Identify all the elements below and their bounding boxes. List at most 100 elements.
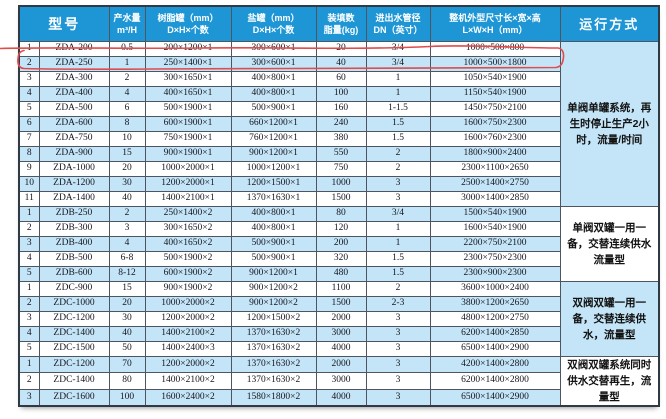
cell-salt-tank: 400×800×1 [230,220,317,237]
cell-model: ZDC-1500 [38,340,110,357]
cell-resin-fill: 3000 [315,372,367,390]
cell-row-number: 2 [18,55,40,72]
header-model-label: 型号 [48,15,81,32]
cell-model: ZDC-1400 [38,372,110,390]
cell-resin-tank: 250×1400×2 [144,205,232,222]
cell-resin-fill: 3000 [315,325,367,342]
cell-capacity: 8 [108,115,146,132]
cell-dimensions: 6200×1400×2800 [429,372,561,390]
table-row: 4 ZDA-400 4 400×1650×1 400×800×1 100 1 1150×540… [18,85,659,102]
cell-resin-fill: 1500 [315,190,367,207]
cell-row-number: 3 [18,70,40,87]
cell-salt-tank: 1370×1630×2 [230,355,317,373]
cell-resin-tank: 500×1900×2 [144,250,232,267]
cell-row-number: 6 [18,115,40,132]
cell-resin-fill: 80 [315,205,367,222]
cell-pipe-dn: 2 [365,145,431,162]
cell-resin-fill: 4000 [315,340,367,357]
cell-resin-tank: 1600×2400×2 [144,388,232,406]
cell-model: ZDA-250 [38,55,110,72]
table-row: 1 ZDC-900 15 900×1900×2 900×1200×2 1100 2 3600×… [18,280,660,357]
cell-row-number: 11 [18,190,40,207]
cell-pipe-dn: 3 [365,372,431,390]
cell-model: ZDA-1000 [38,160,110,177]
cell-model: ZDA-1200 [38,175,110,192]
table-header: 型号 产水量 m³/H 树脂罐（mm） D×H×个数 盐罐（mm） D×H×个数… [18,5,660,42]
cell-pipe-dn: 3 [365,325,431,342]
cell-dimensions: 1600×540×1900 [429,220,561,237]
cell-resin-fill: 1100 [315,280,367,297]
header-run-mode-label: 运行方式 [579,16,640,32]
table-row: 1 ZDA-200 0.5 200×1200×1 300×600×1 20 3/4 1000×… [18,40,660,207]
cell-capacity: 6-8 [108,250,146,267]
cell-capacity: 30 [108,175,146,192]
header-model: 型号 [18,5,110,42]
cell-row-number: 3 [18,310,40,327]
cell-pipe-dn: 3 [365,175,431,192]
table-row: 4 ZDB-500 6-8 500×1900×2 500×900×1 320 1.5 2300… [18,250,659,267]
cell-row-number: 3 [18,388,40,406]
cell-salt-tank: 400×800×1 [230,205,317,222]
cell-resin-fill: 750 [315,160,367,177]
cell-resin-fill: 60 [315,70,367,87]
cell-pipe-dn: 3/4 [365,40,431,57]
cell-pipe-dn: 1.5 [365,250,431,267]
cell-run-mode: 双阀双罐系统同时供水交替再生，流量型 [559,355,660,406]
cell-resin-fill: 380 [315,130,367,147]
cell-dimensions: 2300×1100×2650 [429,160,561,177]
cell-model: ZDA-1400 [38,190,110,207]
cell-resin-fill: 120 [315,220,367,237]
cell-model: ZDB-250 [38,205,110,222]
cell-dimensions: 4800×1200×2750 [429,310,561,327]
cell-pipe-dn: 1 [365,85,431,102]
cell-resin-tank: 1200×2000×2 [144,310,232,327]
cell-dimensions: 1000×500×800 [429,40,561,57]
cell-salt-tank: 300×600×1 [230,40,317,57]
cell-resin-fill: 2000 [315,355,367,373]
cell-salt-tank: 900×1200×2 [230,295,317,312]
cell-salt-tank: 500×900×1 [230,250,317,267]
cell-resin-tank: 1400×2100×2 [144,325,232,342]
cell-salt-tank: 500×900×1 [230,100,317,117]
cell-salt-tank: 1200×1500×2 [230,310,317,327]
cell-salt-tank: 1370×1630×2 [230,340,317,357]
cell-pipe-dn: 1.5 [365,115,431,132]
cell-model: ZDB-300 [38,220,110,237]
cell-salt-tank: 900×1200×1 [230,145,317,162]
cell-resin-tank: 300×1650×2 [144,220,232,237]
cell-capacity: 15 [108,280,146,297]
cell-capacity: 4 [108,85,146,102]
table-row: 5 ZDC-1500 50 1400×2400×3 1370×1630×2 4000 3 65… [18,340,659,357]
cell-row-number: 5 [18,340,40,357]
cell-salt-tank: 900×1200×2 [230,280,317,297]
cell-resin-tank: 900×1900×2 [144,280,232,297]
cell-pipe-dn: 3/4 [365,55,431,72]
cell-row-number: 4 [18,325,40,342]
cell-resin-tank: 1400×2400×3 [144,340,232,357]
cell-salt-tank: 400×800×1 [230,70,317,87]
cell-salt-tank: 1370×1630×2 [230,372,317,390]
cell-salt-tank: 1370×1630×1 [230,190,317,207]
cell-row-number: 7 [18,130,40,147]
cell-resin-tank: 1000×2000×2 [144,295,232,312]
softener-spec-table: 型号 产水量 m³/H 树脂罐（mm） D×H×个数 盐罐（mm） D×H×个数… [18,5,660,407]
cell-resin-tank: 750×1900×1 [144,130,232,147]
table-row: 3 ZDC-1600 100 1600×2400×2 1580×1800×2 4000 3 6… [18,388,659,406]
cell-capacity: 40 [108,190,146,207]
cell-dimensions: 1150×540×1900 [429,85,561,102]
cell-capacity: 6 [108,100,146,117]
cell-dimensions: 1600×750×2300 [429,115,561,132]
table-row: 5 ZDA-500 6 500×1900×1 500×900×1 160 1-1.5 1450… [18,100,659,117]
header-capacity: 产水量 m³/H [108,5,146,42]
cell-resin-fill: 320 [315,250,367,267]
cell-dimensions: 6200×1400×2850 [429,325,561,342]
cell-row-number: 1 [18,205,40,222]
cell-resin-fill: 160 [315,100,367,117]
cell-dimensions: 1800×900×2400 [429,145,561,162]
cell-capacity: 3 [108,220,146,237]
cell-model: ZDC-1200 [38,310,110,327]
cell-resin-fill: 200 [315,235,367,252]
cell-dimensions: 2200×750×2100 [429,235,561,252]
table-row: 7 ZDA-750 10 750×1900×1 760×1200×1 380 1.5 1600… [18,130,659,147]
cell-resin-fill: 20 [315,40,367,57]
